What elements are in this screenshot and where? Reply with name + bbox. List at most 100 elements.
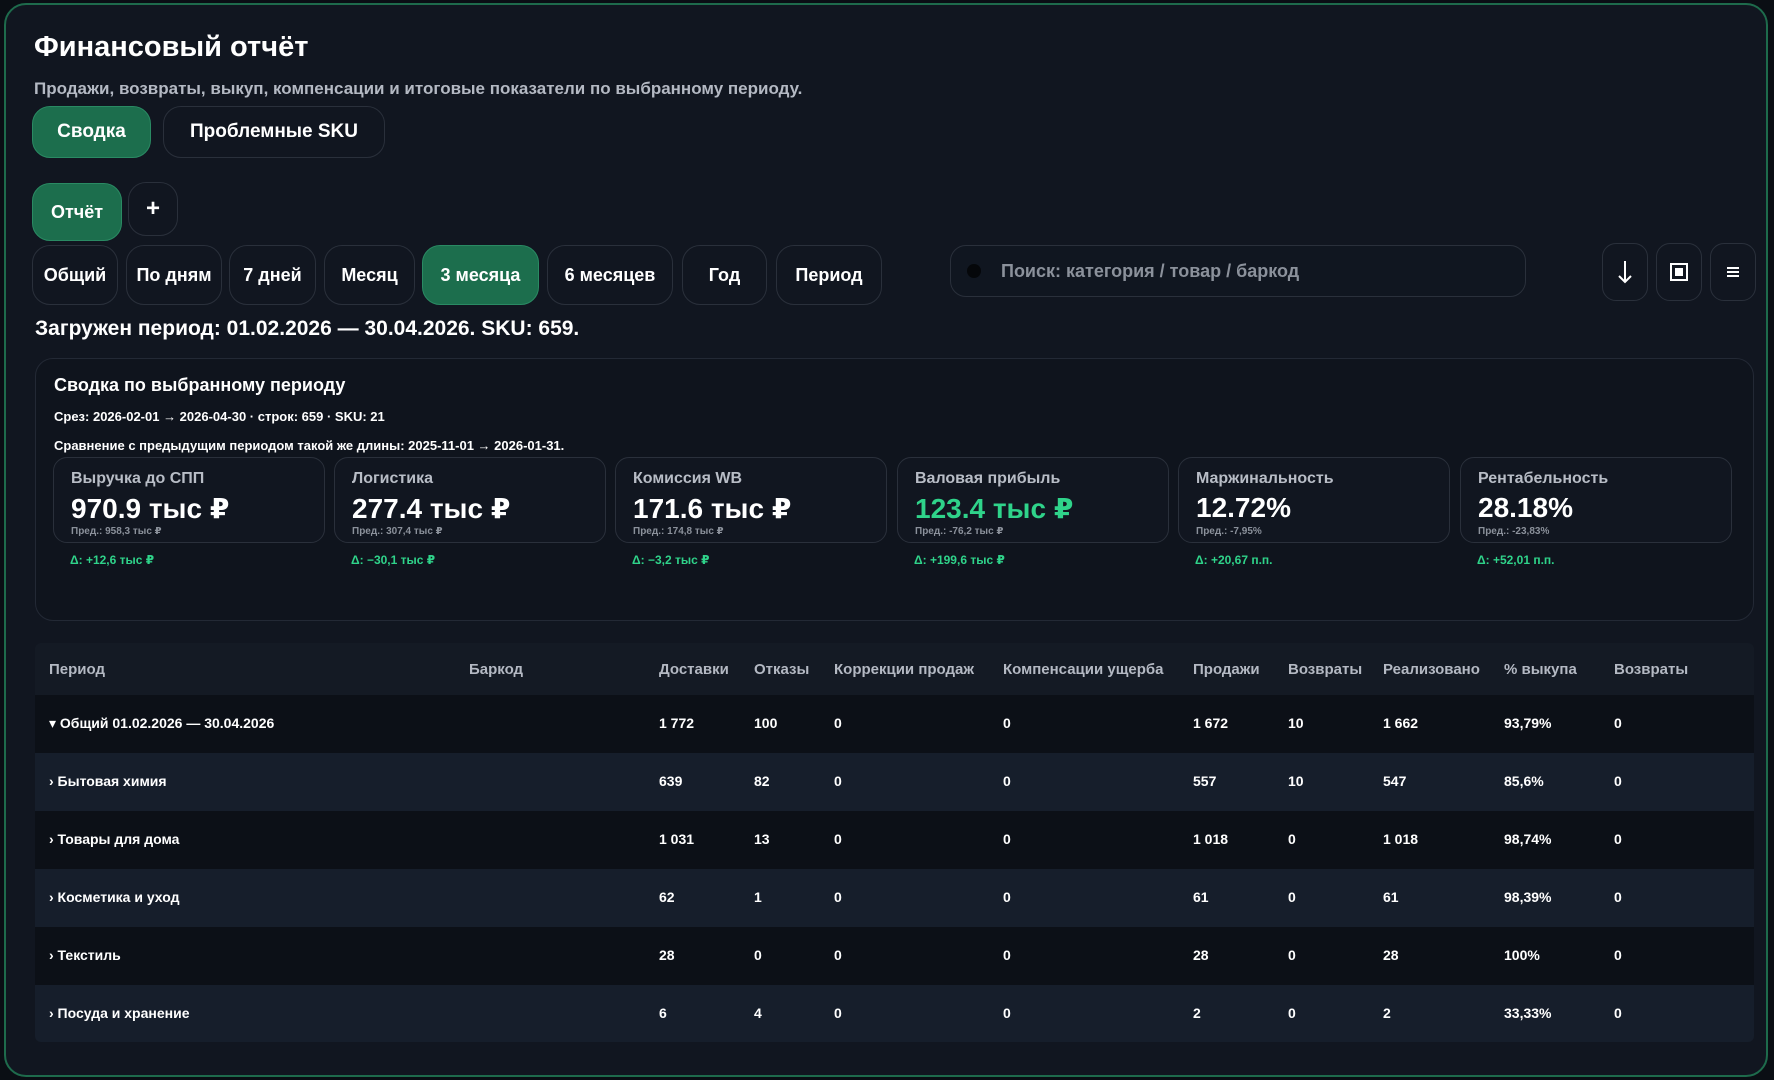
cell-period: › Товары для дома: [49, 831, 180, 847]
menu-icon: [1727, 267, 1739, 277]
report-panel: Финансовый отчёт Продажи, возвраты, выку…: [4, 3, 1768, 1077]
kpi-delta-gross-profit: Δ: +199,6 тыс ₽: [914, 553, 1005, 567]
cell-sales: 28: [1193, 947, 1209, 963]
col-damage-compensation[interactable]: Компенсации ущерба: [1003, 661, 1164, 678]
kpi-value: 970.9 тыс ₽: [71, 493, 230, 524]
kpi-value: 12.72%: [1196, 492, 1291, 523]
download-button[interactable]: [1602, 243, 1648, 301]
cell-realized: 1 018: [1383, 831, 1419, 847]
cell-sales: 61: [1193, 889, 1209, 905]
summary-compare: Сравнение с предыдущим периодом такой же…: [54, 438, 565, 453]
cell-sales-corrections: 0: [834, 773, 842, 789]
cell-returns: 0: [1288, 889, 1296, 905]
cell-refusals: 82: [754, 773, 770, 789]
menu-button[interactable]: [1710, 243, 1756, 301]
table-row-total[interactable]: ▾ Общий 01.02.2026 — 30.04.2026 1 772 10…: [35, 695, 1754, 753]
cell-sales-corrections: 0: [834, 715, 842, 731]
fullscreen-button[interactable]: [1656, 243, 1702, 301]
col-returns[interactable]: Возвраты: [1288, 661, 1363, 678]
kpi-prev: Пред.: 307,4 тыс ₽: [352, 526, 443, 537]
search-box: [950, 245, 1526, 297]
cell-damage-compensation: 0: [1003, 947, 1011, 963]
cell-returns-2: 0: [1614, 715, 1622, 731]
cell-realized: 61: [1383, 889, 1399, 905]
search-input[interactable]: [1001, 260, 1525, 282]
search-icon: [967, 264, 981, 278]
filter-7-days[interactable]: 7 дней: [229, 245, 316, 305]
cell-returns: 0: [1288, 831, 1296, 847]
table-row[interactable]: › Товары для дома 1 031 13 0 0 1 018 0 1…: [35, 811, 1754, 869]
square-icon: [1670, 263, 1688, 281]
col-period[interactable]: Период: [49, 661, 105, 678]
cell-period: › Косметика и уход: [49, 889, 180, 905]
table-row[interactable]: › Посуда и хранение 6 4 0 0 2 0 2 33,33%…: [35, 985, 1754, 1042]
cell-sales-corrections: 0: [834, 1005, 842, 1021]
cell-sales-corrections: 0: [834, 889, 842, 905]
table-header: Период Баркод Доставки Отказы Коррекции …: [35, 643, 1754, 695]
kpi-value: 277.4 тыс ₽: [352, 493, 511, 524]
table-row[interactable]: › Косметика и уход 62 1 0 0 61 0 61 98,3…: [35, 869, 1754, 927]
table-row[interactable]: › Текстиль 28 0 0 0 28 0 28 100% 0: [35, 927, 1754, 985]
tab-problem-sku[interactable]: Проблемные SKU: [163, 106, 385, 158]
summary-slice: Срез: 2026-02-01 → 2026-04-30 · строк: 6…: [54, 409, 385, 424]
download-icon: [1618, 261, 1632, 284]
kpi-label: Выручка до СПП: [71, 470, 205, 487]
kpi-card-margin: Маржинальность 12.72% Пред.: -7,95%: [1178, 457, 1450, 543]
kpi-prev: Пред.: 174,8 тыс ₽: [633, 526, 724, 537]
report-tab[interactable]: Отчёт: [32, 183, 122, 241]
filter-6-months[interactable]: 6 месяцев: [547, 245, 673, 305]
cell-buyout-percent: 98,74%: [1504, 831, 1552, 847]
cell-refusals: 100: [754, 715, 778, 731]
cell-buyout-percent: 98,39%: [1504, 889, 1552, 905]
kpi-card-logistics: Логистика 277.4 тыс ₽ Пред.: 307,4 тыс ₽: [334, 457, 606, 543]
col-barcode[interactable]: Баркод: [469, 661, 524, 678]
cell-refusals: 4: [754, 1005, 762, 1021]
filter-period[interactable]: Период: [776, 245, 882, 305]
col-deliveries[interactable]: Доставки: [659, 661, 729, 678]
page-title: Финансовый отчёт: [34, 31, 309, 63]
page-subtitle: Продажи, возвраты, выкуп, компенсации и …: [34, 79, 803, 98]
cell-sales: 1 018: [1193, 831, 1229, 847]
cell-sales: 1 672: [1193, 715, 1229, 731]
cell-sales-corrections: 0: [834, 947, 842, 963]
cell-deliveries: 1 031: [659, 831, 695, 847]
kpi-value: 171.6 тыс ₽: [633, 493, 792, 524]
cell-returns-2: 0: [1614, 947, 1622, 963]
cell-returns-2: 0: [1614, 1005, 1622, 1021]
cell-damage-compensation: 0: [1003, 831, 1011, 847]
cell-buyout-percent: 33,33%: [1504, 1005, 1552, 1021]
tab-summary[interactable]: Сводка: [32, 106, 151, 158]
cell-returns: 10: [1288, 773, 1304, 789]
col-sales[interactable]: Продажи: [1193, 661, 1260, 678]
filter-all[interactable]: Общий: [32, 245, 118, 305]
filter-3-months[interactable]: 3 месяца: [422, 245, 539, 305]
cell-returns: 0: [1288, 1005, 1296, 1021]
add-report-button[interactable]: +: [128, 182, 178, 236]
col-returns-2[interactable]: Возвраты: [1614, 661, 1689, 678]
kpi-value: 28.18%: [1478, 492, 1573, 523]
filter-year[interactable]: Год: [682, 245, 767, 305]
kpi-label: Маржинальность: [1196, 470, 1334, 487]
table-row[interactable]: › Бытовая химия 639 82 0 0 557 10 547 85…: [35, 753, 1754, 811]
col-sales-corrections[interactable]: Коррекции продаж: [834, 661, 975, 678]
kpi-value: 123.4 тыс ₽: [915, 493, 1074, 524]
cell-returns: 0: [1288, 947, 1296, 963]
summary-title: Сводка по выбранному периоду: [54, 375, 346, 395]
cell-refusals: 13: [754, 831, 770, 847]
col-realized[interactable]: Реализовано: [1383, 661, 1480, 678]
kpi-label: Логистика: [352, 470, 433, 487]
cell-realized: 28: [1383, 947, 1399, 963]
cell-buyout-percent: 100%: [1504, 947, 1540, 963]
kpi-delta-revenue: Δ: +12,6 тыс ₽: [70, 553, 155, 567]
col-buyout-percent[interactable]: % выкупа: [1504, 661, 1577, 678]
kpi-card-profitability: Рентабельность 28.18% Пред.: -23,83%: [1460, 457, 1732, 543]
cell-returns: 10: [1288, 715, 1304, 731]
cell-returns-2: 0: [1614, 831, 1622, 847]
cell-deliveries: 62: [659, 889, 675, 905]
cell-sales: 2: [1193, 1005, 1201, 1021]
filter-by-days[interactable]: По дням: [126, 245, 222, 305]
kpi-prev: Пред.: 958,3 тыс ₽: [71, 526, 162, 537]
col-refusals[interactable]: Отказы: [754, 661, 810, 678]
filter-month[interactable]: Месяц: [324, 245, 415, 305]
cell-damage-compensation: 0: [1003, 1005, 1011, 1021]
